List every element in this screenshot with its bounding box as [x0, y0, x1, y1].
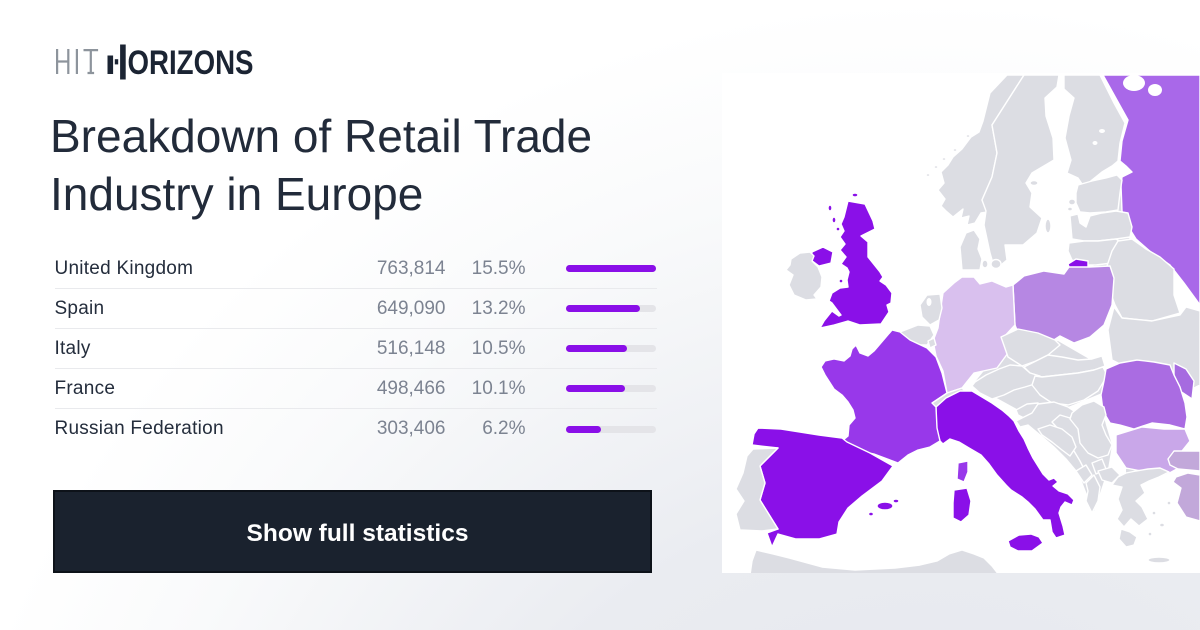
- svg-text:ORIZONS: ORIZONS: [128, 44, 254, 80]
